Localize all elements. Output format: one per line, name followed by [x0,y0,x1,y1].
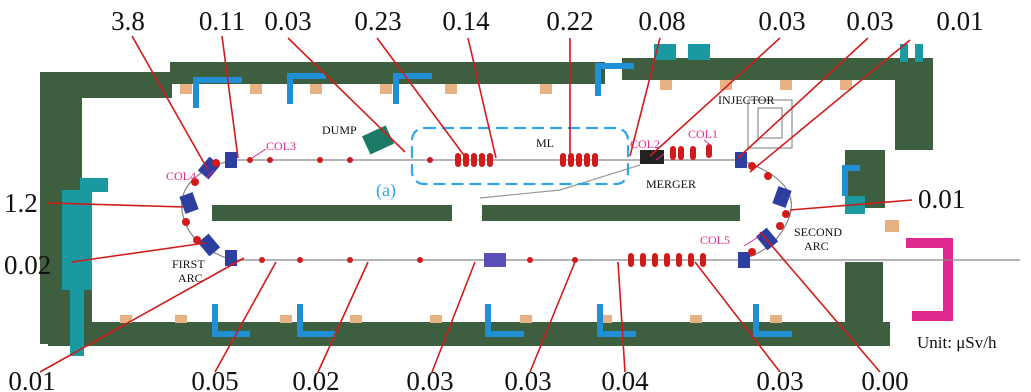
dose-top-2: 0.11 [199,6,245,36]
dose-bottom-1: 0.01 [8,366,55,392]
dose-bottom-5: 0.03 [504,366,551,392]
right-lower-wall [845,262,883,346]
dose-top-3: 0.03 [264,6,311,36]
dose-top-6: 0.22 [546,6,593,36]
service-blocks [62,44,923,356]
inner-wall-left [212,205,452,221]
support-frames [193,63,860,337]
dose-top-4: 0.23 [354,6,401,36]
dose-left-1: 1.2 [4,188,38,218]
dose-bottom-4: 0.03 [406,366,453,392]
pointer-lines [39,35,913,373]
label-col3: COL3 [266,139,296,153]
dose-top-8: 0.03 [758,6,805,36]
dose-bottom-2: 0.05 [191,366,238,392]
label-injector: INJECTOR [718,93,774,107]
dose-top-9: 0.03 [846,6,893,36]
label-ml: ML [536,136,554,150]
label-col5: COL5 [700,233,730,247]
label-region-a: (a) [376,180,396,201]
access-wall [906,238,953,321]
dose-bottom-3: 0.02 [292,366,339,392]
dose-bottom-6: 0.04 [601,366,649,392]
label-col2: COL2 [630,137,660,151]
label-second-arc-2: ARC [804,239,829,253]
dose-bottom-8: 0.00 [861,366,908,392]
dose-top-1: 3.8 [111,6,145,36]
magnets [179,99,793,268]
top-wall [170,62,605,84]
dose-bottom-7: 0.03 [756,366,803,392]
upper-right-block [895,58,933,150]
shield-walls [40,58,933,346]
label-col1: COL1 [688,127,718,141]
dose-top-10: 0.01 [936,6,983,36]
dose-right-1: 0.01 [918,184,965,214]
dose-top-7: 0.08 [638,6,685,36]
wall-stripes [120,80,899,323]
label-second-arc-1: SECOND [794,225,842,239]
label-merger: MERGER [646,177,696,191]
label-first-arc-1: FIRST [172,257,205,271]
label-col4: COL4 [166,169,196,183]
label-first-arc-2: ARC [178,271,203,285]
region-a-outline [410,126,630,186]
dose-left-2: 0.02 [4,250,51,280]
inner-wall-right [482,205,740,221]
top-right-wall [622,58,932,80]
label-dump: DUMP [322,123,357,137]
dose-top-5: 0.14 [442,6,490,36]
unit-label: Unit: μSv/h [917,333,997,352]
